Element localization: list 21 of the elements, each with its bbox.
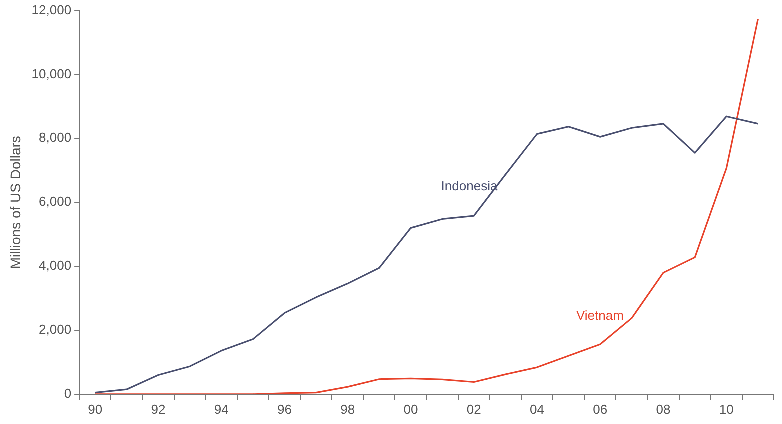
x-tick-label: 00 [404, 402, 418, 417]
y-axis-title: Millions of US Dollars [7, 136, 24, 270]
x-tick-label: 96 [278, 402, 292, 417]
x-tick-label: 98 [340, 402, 356, 417]
y-tick-label: 6,000 [39, 194, 72, 210]
series-label: Indonesia [441, 178, 498, 194]
x-tick-label: 02 [466, 402, 482, 417]
y-tick-label: 2,000 [39, 322, 72, 338]
y-tick-label: 10,000 [32, 66, 72, 82]
x-tick-label: 10 [719, 402, 734, 417]
y-tick-label: 0 [64, 386, 72, 401]
y-tick-label: 8,000 [39, 130, 72, 146]
x-tick-label: 08 [656, 402, 671, 417]
x-tick-label: 04 [530, 402, 544, 417]
y-tick-label: 12,000 [32, 2, 72, 18]
series-label: Vietnam [576, 308, 624, 323]
x-tick-label: 90 [88, 402, 103, 417]
x-tick-label: 92 [151, 402, 166, 417]
x-tick-label: 94 [214, 402, 229, 417]
y-tick-label: 4,000 [39, 258, 72, 274]
x-tick-label: 06 [593, 402, 608, 417]
